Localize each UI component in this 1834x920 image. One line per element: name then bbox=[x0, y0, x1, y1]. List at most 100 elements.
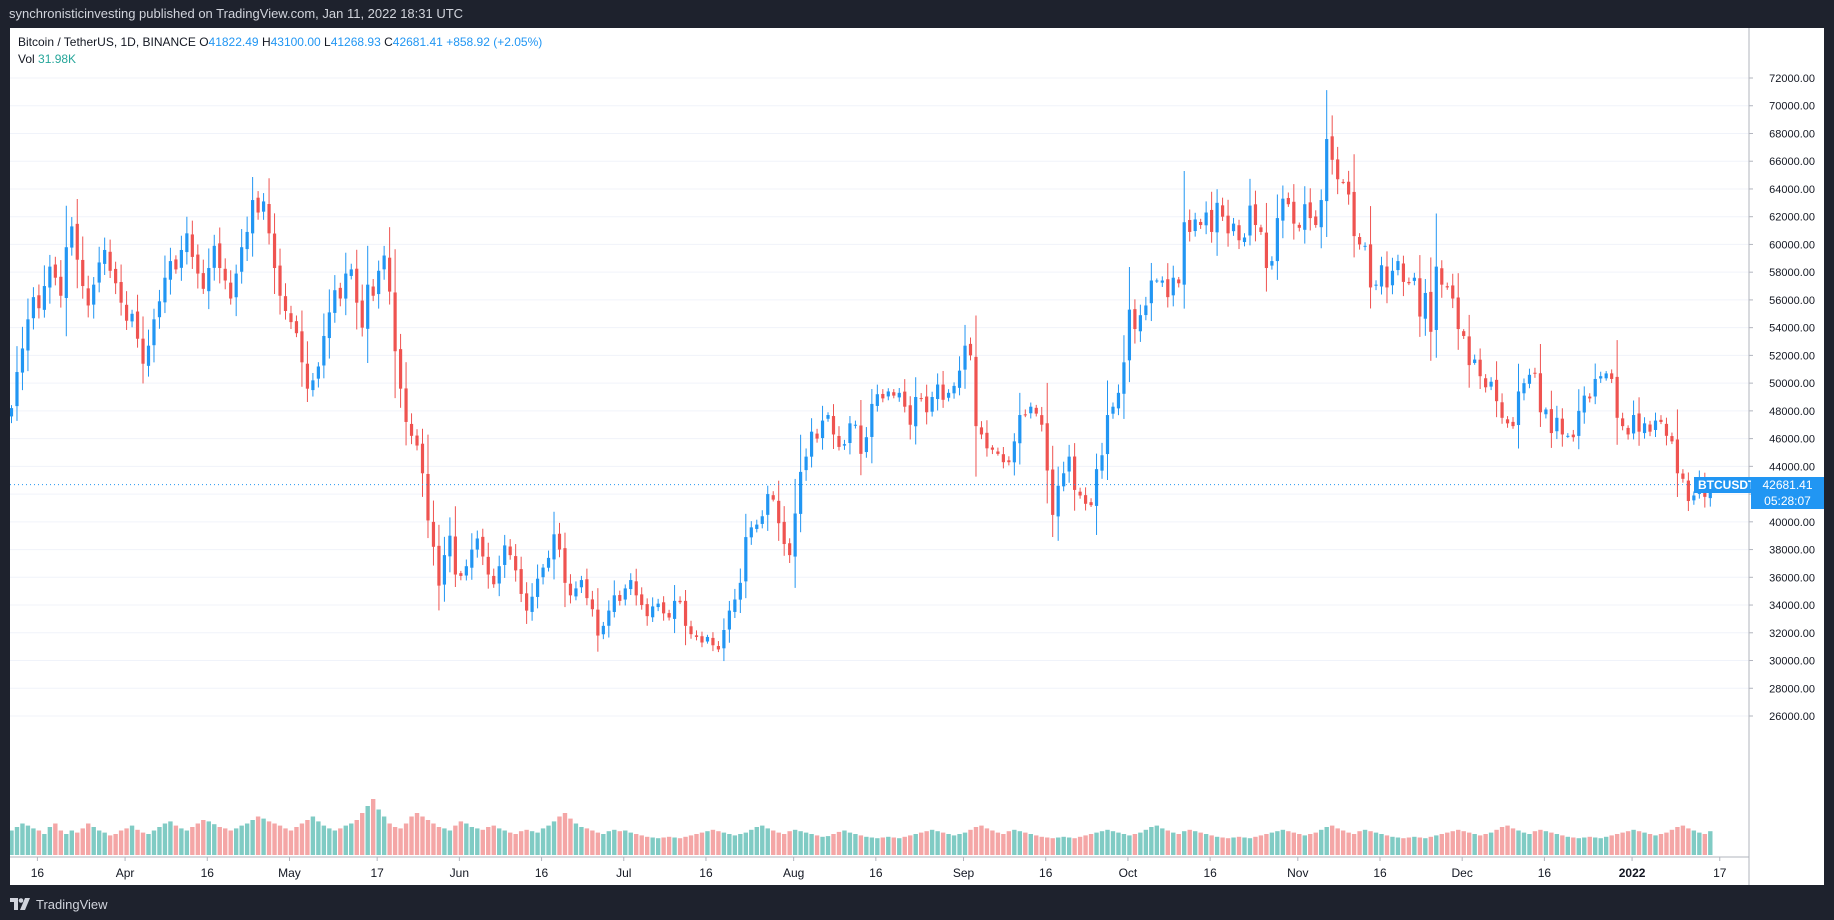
volume-bar bbox=[1658, 834, 1664, 855]
candle-body bbox=[366, 284, 370, 329]
candle-body bbox=[1571, 434, 1575, 438]
candle-body bbox=[1259, 227, 1263, 232]
candle-body bbox=[70, 226, 74, 248]
volume-bar bbox=[666, 836, 672, 855]
candle-body bbox=[1023, 414, 1027, 416]
candle-body bbox=[1056, 485, 1060, 517]
volume-bar bbox=[299, 823, 305, 855]
volume-bar bbox=[957, 834, 962, 855]
volume-bar bbox=[1675, 827, 1680, 855]
candle-body bbox=[1478, 359, 1482, 377]
candle-body bbox=[294, 321, 299, 334]
chart-frame[interactable]: 72000.00 70000.00 68000.00 66000.00 64000.00… bbox=[10, 28, 1824, 885]
volume-bar bbox=[968, 829, 973, 855]
volume-bar bbox=[1571, 837, 1576, 855]
candle-body bbox=[157, 301, 162, 318]
candle-body bbox=[782, 521, 786, 545]
candle-body bbox=[662, 602, 666, 614]
volume-bar bbox=[1412, 836, 1417, 855]
candle-body bbox=[1429, 291, 1433, 332]
candle-body bbox=[322, 335, 326, 366]
price-tick-label: 44000.00 bbox=[1769, 461, 1815, 473]
candle-body bbox=[1642, 423, 1647, 434]
candle-body bbox=[1007, 460, 1011, 463]
volume-bar bbox=[781, 834, 787, 855]
candle-body bbox=[497, 566, 501, 584]
candle-body bbox=[963, 345, 967, 370]
candle-body bbox=[97, 262, 101, 283]
time-tick-label: 16 bbox=[201, 866, 215, 880]
candle-body bbox=[579, 580, 584, 588]
volume-bar bbox=[1417, 837, 1423, 855]
volume-bar bbox=[683, 836, 688, 855]
candlestick-chart[interactable]: 72000.00 70000.00 68000.00 66000.00 64000.00… bbox=[10, 28, 1824, 885]
volume-bar bbox=[102, 832, 107, 855]
candle-body bbox=[1325, 139, 1329, 202]
volume-bar bbox=[584, 828, 590, 855]
candle-body bbox=[1133, 309, 1137, 330]
candle-body bbox=[1281, 198, 1285, 221]
volume-bar bbox=[710, 829, 716, 855]
volume-bar bbox=[1209, 835, 1214, 855]
legend-low-label: L bbox=[324, 35, 331, 49]
volume-bar bbox=[1543, 831, 1549, 855]
volume-bar bbox=[1247, 838, 1253, 855]
volume-bar bbox=[1017, 831, 1023, 855]
candle-body bbox=[1522, 383, 1526, 394]
candle-body bbox=[1210, 209, 1214, 232]
candle-body bbox=[755, 524, 759, 529]
volume-bar bbox=[1450, 831, 1455, 855]
candle-body bbox=[793, 513, 797, 557]
candle-body bbox=[1555, 417, 1559, 432]
time-tick-label: Sep bbox=[953, 866, 975, 880]
candle-body bbox=[508, 546, 512, 556]
volume-bar bbox=[1609, 835, 1614, 855]
volume-bar bbox=[1357, 831, 1362, 855]
volume-bar bbox=[217, 827, 222, 855]
volume-bar bbox=[20, 823, 25, 855]
volume-bar bbox=[1620, 832, 1625, 855]
volume-bar bbox=[716, 831, 721, 855]
volume-bar bbox=[1072, 838, 1077, 855]
candle-body bbox=[1242, 237, 1247, 243]
volume-bar bbox=[792, 829, 798, 855]
candle-body bbox=[568, 583, 573, 596]
volume-bar bbox=[1527, 834, 1532, 855]
candle-body bbox=[1604, 373, 1608, 379]
candle-body bbox=[464, 566, 468, 576]
candle-body bbox=[272, 233, 277, 269]
volume-bar bbox=[579, 827, 584, 855]
candle-body bbox=[1418, 278, 1422, 317]
candle-body bbox=[1456, 297, 1460, 330]
volume-bar bbox=[1264, 834, 1269, 855]
volume-bar bbox=[239, 825, 244, 855]
candle-body bbox=[788, 543, 792, 556]
candle-body bbox=[1637, 413, 1641, 432]
volume-bar bbox=[546, 825, 551, 855]
candle-body bbox=[185, 233, 189, 253]
volume-bar bbox=[233, 828, 239, 855]
candle-body bbox=[809, 431, 814, 457]
candle-body bbox=[251, 200, 255, 234]
candle-body bbox=[700, 636, 704, 643]
volume-bar bbox=[1691, 830, 1697, 855]
price-tick-label: 68000.00 bbox=[1769, 128, 1815, 140]
volume-bar bbox=[551, 821, 557, 855]
candle-body bbox=[1270, 261, 1274, 266]
candle-body bbox=[212, 245, 216, 268]
candle-body bbox=[1155, 280, 1159, 282]
candle-body bbox=[694, 635, 699, 637]
volume-bar bbox=[1094, 832, 1099, 855]
volume-bar bbox=[1319, 829, 1324, 855]
candle-body bbox=[1138, 315, 1142, 332]
volume-bar bbox=[1083, 835, 1088, 855]
candle-body bbox=[1582, 395, 1586, 413]
volume-bar bbox=[1105, 829, 1110, 855]
volume-bar bbox=[212, 824, 217, 855]
volume-bar bbox=[1466, 832, 1472, 855]
volume-bar bbox=[1576, 838, 1581, 855]
candle-body bbox=[1374, 284, 1378, 286]
candle-body bbox=[936, 384, 940, 400]
price-tick-label: 52000.00 bbox=[1769, 350, 1815, 362]
volume-bar bbox=[184, 830, 190, 855]
